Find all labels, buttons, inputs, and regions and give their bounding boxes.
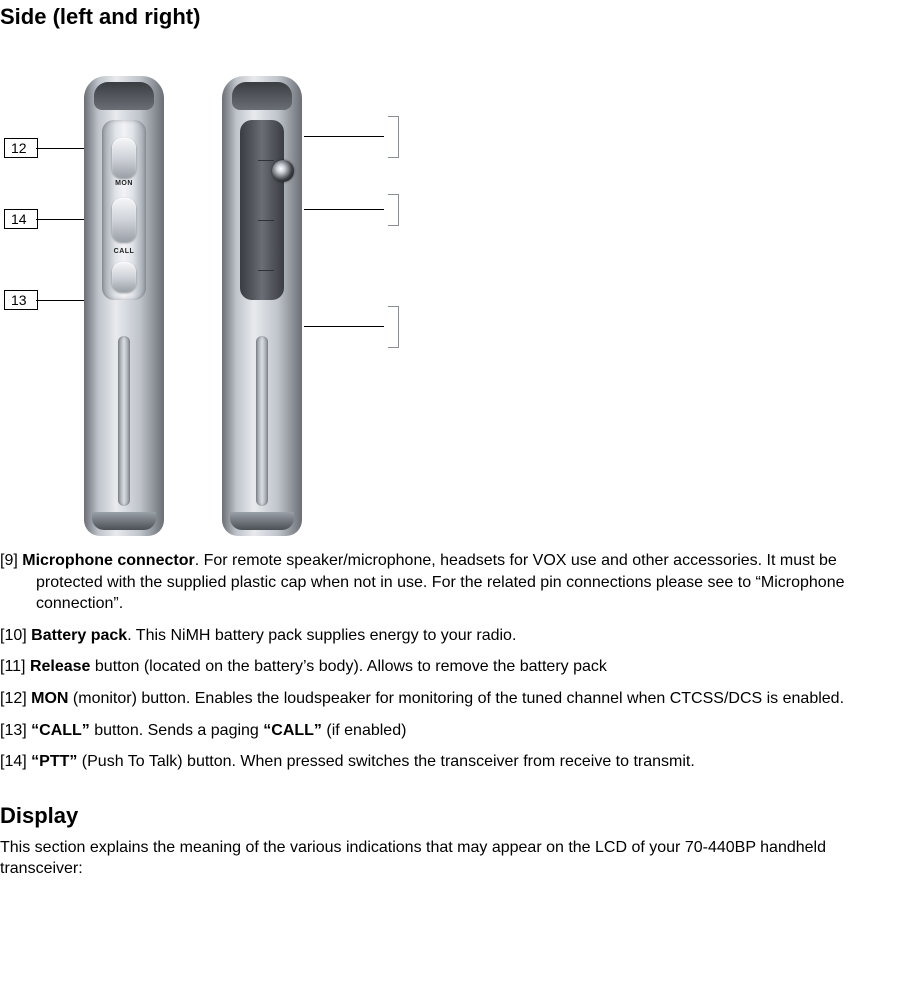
item-10: [10] Battery pack. This NiMH battery pac…: [0, 625, 899, 647]
item-11-rest: button (located on the battery’s body). …: [90, 658, 606, 675]
item-13-rest2: (if enabled): [322, 722, 407, 739]
callout-14-text: 14: [11, 211, 27, 227]
call-button-label: CALL: [84, 248, 164, 255]
device-right-groove-1: [258, 160, 274, 161]
item-11: [11] Release button (located on the batt…: [0, 656, 899, 678]
item-14: [14] “PTT” (Push To Talk) button. When p…: [0, 751, 899, 773]
device-right: [222, 76, 302, 536]
item-9-bold: Microphone connector: [22, 552, 194, 569]
device-right-top: [232, 82, 292, 110]
item-12-bold: MON: [31, 690, 68, 707]
heading-display: Display: [0, 803, 899, 829]
right-line-3: [304, 326, 384, 327]
callout-14-box: 14: [4, 209, 38, 229]
right-line-1: [304, 136, 384, 137]
callout-12-box: 12: [4, 138, 38, 158]
right-bracket-2: [388, 194, 399, 226]
device-right-panel: [240, 120, 284, 300]
item-11-bold: Release: [30, 658, 91, 675]
right-bracket-3: [388, 306, 399, 348]
ptt-button-shape: [112, 198, 136, 242]
microphone-jack-icon: [272, 160, 294, 182]
device-left-slot: [118, 336, 130, 506]
display-intro-text: This section explains the meaning of the…: [0, 837, 899, 880]
mon-button-shape: [112, 138, 136, 178]
device-right-groove-2: [258, 220, 274, 221]
item-14-bold: “PTT”: [31, 753, 77, 770]
device-left-top: [94, 82, 154, 110]
item-12: [12] MON (monitor) button. Enables the l…: [0, 688, 899, 710]
item-14-rest: (Push To Talk) button. When pressed swit…: [77, 753, 694, 770]
item-list: [9] Microphone connector. For remote spe…: [0, 550, 899, 773]
item-9: [9] Microphone connector. For remote spe…: [0, 550, 899, 615]
page-root: Side (left and right) 12 14 13 MON CALL: [0, 4, 899, 890]
item-10-rest: . This NiMH battery pack supplies energy…: [127, 627, 516, 644]
item-12-num: [12]: [0, 690, 27, 707]
callout-13-text: 13: [11, 292, 27, 308]
device-right-slot: [256, 336, 268, 506]
item-11-num: [11]: [0, 658, 26, 675]
item-9-num: [9]: [0, 552, 18, 569]
right-line-2: [304, 209, 384, 210]
mon-button-label: MON: [84, 180, 164, 187]
item-10-bold: Battery pack: [31, 627, 127, 644]
heading-side: Side (left and right): [0, 4, 899, 30]
right-bracket-1: [388, 116, 399, 158]
item-13-bold2: “CALL”: [263, 722, 322, 739]
device-left-bottom: [92, 512, 156, 530]
item-12-rest: (monitor) button. Enables the loudspeake…: [68, 690, 844, 707]
callout-12-text: 12: [11, 140, 27, 156]
callout-13-box: 13: [4, 290, 38, 310]
item-13: [13] “CALL” button. Sends a paging “CALL…: [0, 720, 899, 742]
device-left: MON CALL: [84, 76, 164, 536]
device-right-bottom: [230, 512, 294, 530]
item-13-bold: “CALL”: [31, 722, 90, 739]
item-13-num: [13]: [0, 722, 27, 739]
item-10-num: [10]: [0, 627, 27, 644]
diagram-container: 12 14 13 MON CALL: [0, 36, 410, 536]
item-13-rest: button. Sends a paging: [90, 722, 263, 739]
device-right-groove-3: [258, 270, 274, 271]
item-14-num: [14]: [0, 753, 27, 770]
call-button-shape: [112, 262, 136, 292]
